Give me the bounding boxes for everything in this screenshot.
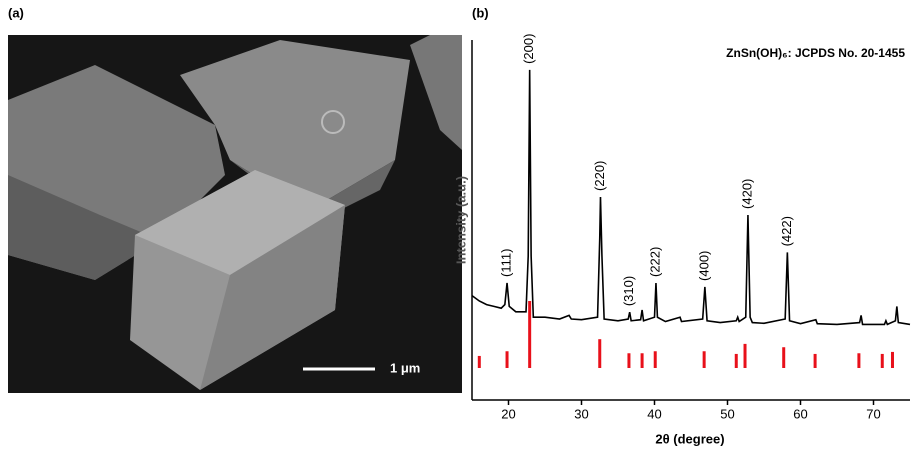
reference-stick (744, 344, 747, 368)
figure: (a) 1 μm (b) ZnSn(OH)₆: JCPDS No. 20-145… (0, 0, 912, 455)
reference-stick (506, 351, 509, 368)
x-tick-label: 70 (866, 406, 880, 421)
peak-label: (222) (647, 247, 662, 277)
y-axis-label: Intensity (a.u.) (453, 176, 468, 264)
panel-label: (a) (8, 5, 24, 20)
xrd-line (472, 70, 910, 325)
reference-stick (735, 354, 738, 368)
x-axis-label: 2θ (degree) (655, 431, 724, 446)
x-tick-label: 40 (647, 406, 661, 421)
reference-stick (881, 354, 884, 368)
peak-label: (420) (739, 179, 754, 209)
peak-label: (111) (498, 249, 513, 277)
peak-label: (400) (696, 251, 711, 281)
reference-stick (654, 351, 657, 368)
reference-stick (598, 339, 601, 368)
scale-bar-label: 1 μm (390, 360, 420, 375)
reference-stick (703, 351, 706, 368)
reference-stick (782, 347, 785, 368)
reference-stick (891, 352, 894, 368)
chart-title: ZnSn(OH)₆: JCPDS No. 20-1455 (726, 46, 905, 60)
x-tick-label: 30 (574, 406, 588, 421)
panel-label: (b) (472, 5, 489, 20)
reference-stick (641, 353, 644, 368)
reference-stick (528, 301, 531, 368)
peak-label: (200) (521, 34, 536, 64)
reference-stick (627, 353, 630, 368)
x-tick-label: 20 (501, 406, 515, 421)
peak-label: (310) (621, 276, 636, 306)
peak-label: (220) (592, 161, 607, 191)
x-tick-label: 60 (793, 406, 807, 421)
peak-label: (422) (779, 216, 794, 246)
sem-image (8, 35, 462, 393)
reference-stick (814, 354, 817, 368)
reference-stick (857, 353, 860, 368)
x-tick-label: 50 (720, 406, 734, 421)
reference-stick (478, 356, 481, 368)
